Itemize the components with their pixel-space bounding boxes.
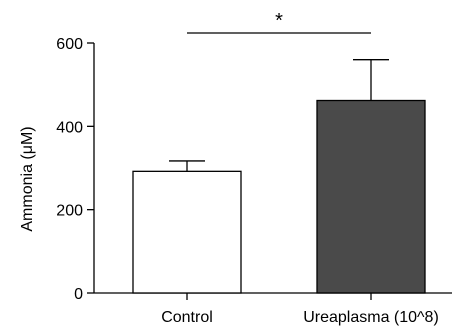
y-axis-title: Ammonia (μM) [19, 126, 36, 231]
y-tick-label: 600 [56, 36, 83, 53]
y-tick-label: 200 [56, 203, 83, 220]
x-category-label: Control [161, 309, 213, 326]
significance-annotation: * [187, 10, 371, 34]
x-category-label: Ureaplasma (10^8) [303, 309, 439, 326]
chart-axes: 0 200 400 600 Control Ureaplasma (10^8) [56, 36, 452, 326]
bar [316, 99, 426, 294]
bar [132, 170, 242, 294]
y-tick-label: 0 [74, 286, 83, 303]
y-tick-label: 400 [56, 119, 83, 136]
significance-star: * [275, 10, 283, 32]
chart-bars [132, 59, 426, 294]
